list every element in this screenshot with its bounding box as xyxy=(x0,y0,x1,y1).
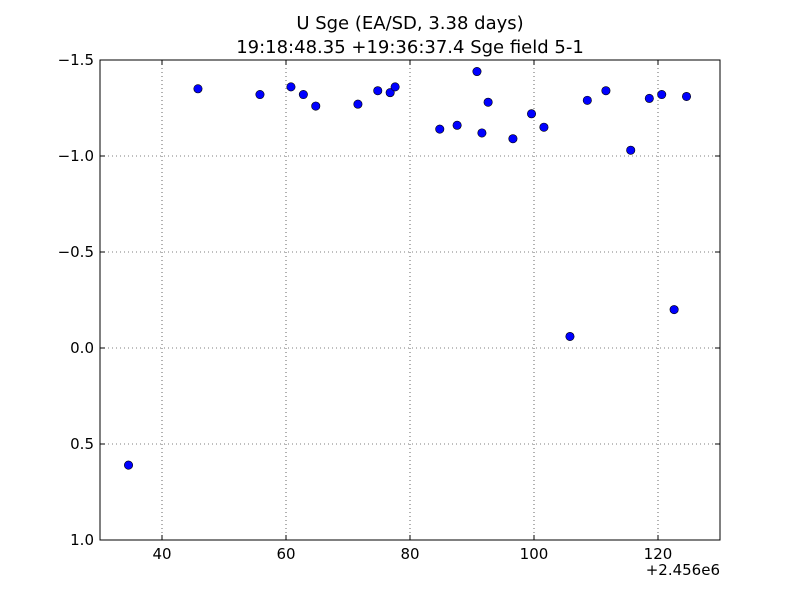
chart-title: U Sge (EA/SD, 3.38 days) xyxy=(296,13,523,34)
x-tick-label: 100 xyxy=(520,545,549,563)
data-point xyxy=(477,128,487,138)
data-point xyxy=(682,91,692,101)
data-point xyxy=(601,86,611,96)
y-tick-label: −1.0 xyxy=(58,147,94,165)
data-point xyxy=(626,145,636,155)
data-point xyxy=(472,67,482,77)
tick-labels: 40 60 80 100 120 −1.5 −1.0 −0.5 0.0 0.5 1.0 xyxy=(58,51,673,563)
data-point xyxy=(298,90,308,100)
y-tick-label: −0.5 xyxy=(58,243,94,261)
data-point xyxy=(582,95,592,105)
data-point xyxy=(353,99,363,109)
x-tick-label: 60 xyxy=(276,545,295,563)
y-tick-label: 1.0 xyxy=(70,531,94,549)
data-point xyxy=(527,109,537,119)
y-tick-label: 0.5 xyxy=(70,435,94,453)
data-point xyxy=(669,305,679,315)
data-point xyxy=(124,460,134,470)
data-point xyxy=(193,84,203,94)
x-tick-label: 40 xyxy=(152,545,171,563)
data-point xyxy=(644,93,654,103)
data-point xyxy=(508,134,518,144)
x-tick-label: 120 xyxy=(644,545,673,563)
data-point xyxy=(311,101,321,111)
chart-subtitle: 19:18:48.35 +19:36:37.4 Sge field 5-1 xyxy=(236,37,584,58)
data-point xyxy=(435,124,445,134)
data-points xyxy=(124,67,692,470)
data-point xyxy=(385,88,395,98)
data-point xyxy=(539,122,549,132)
data-point xyxy=(452,120,462,130)
y-tick-label: 0.0 xyxy=(70,339,94,357)
y-tick-label: −1.5 xyxy=(58,51,94,69)
x-offset-label: +2.456e6 xyxy=(646,561,720,579)
data-point xyxy=(483,97,493,107)
data-point xyxy=(286,82,296,92)
data-point xyxy=(565,331,575,341)
data-point xyxy=(373,86,383,96)
plot-frame xyxy=(99,59,721,541)
x-tick-label: 80 xyxy=(400,545,419,563)
data-point xyxy=(657,90,667,100)
data-point xyxy=(255,90,265,100)
data-point xyxy=(390,82,400,92)
